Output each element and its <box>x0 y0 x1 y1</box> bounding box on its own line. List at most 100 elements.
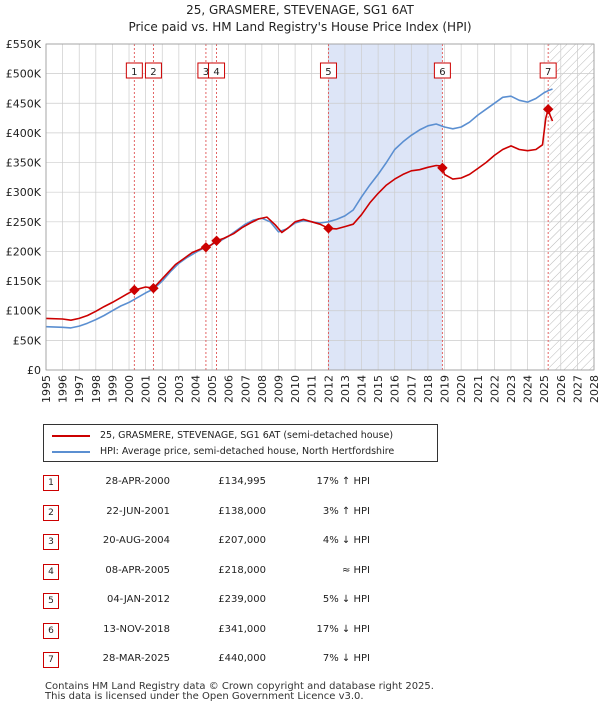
x-tick-label: 2024 <box>522 375 535 403</box>
x-tick-label: 2026 <box>555 375 568 403</box>
x-tick-label: 2007 <box>239 375 252 403</box>
sale-date: 13-NOV-2018 <box>103 623 170 635</box>
x-tick-label: 2017 <box>405 375 418 403</box>
sale-price: £138,000 <box>218 505 266 517</box>
sale-hpi-comparison: 5% ↓ HPI <box>322 594 370 605</box>
sale-date: 08-APR-2005 <box>105 564 170 576</box>
sale-date: 28-APR-2000 <box>105 476 170 487</box>
y-tick-label: £100K <box>6 305 42 318</box>
sale-hpi-comparison: 7% ↓ HPI <box>322 653 370 664</box>
title-line-2: Price paid vs. HM Land Registry's House … <box>128 20 472 34</box>
sale-row: 2 22-JUN-2001 £138,000 3% ↑ HPI <box>0 500 600 529</box>
x-tick-label: 2011 <box>306 375 319 403</box>
footer-line-2: This data is licensed under the Open Gov… <box>45 691 364 702</box>
x-tick-label: 2005 <box>206 375 219 403</box>
legend: 25, GRASMERE, STEVENAGE, SG1 6AT (semi-d… <box>43 424 438 462</box>
sale-label-number-2: 2 <box>150 67 156 78</box>
x-tick-label: 2025 <box>538 375 551 403</box>
sale-label-box-7 <box>539 62 557 79</box>
x-tick-label: 2013 <box>339 375 352 403</box>
sale-row: 6 13-NOV-2018 £341,000 17% ↓ HPI <box>0 618 600 647</box>
sale-label-box-6 <box>433 62 451 79</box>
x-tick-label: 2006 <box>223 375 236 403</box>
y-tick-label: £50K <box>13 334 42 347</box>
legend-swatch-property <box>52 434 90 437</box>
forecast-hatch <box>549 44 594 370</box>
sale-date: 28-MAR-2025 <box>102 653 170 664</box>
sale-label-number-3: 3 <box>203 67 209 78</box>
y-tick-label: £450K <box>6 97 42 110</box>
sale-hpi-comparison: 3% ↑ HPI <box>322 505 370 517</box>
x-tick-label: 2022 <box>488 375 501 403</box>
series-line-property <box>45 108 554 321</box>
sale-point-4 <box>211 235 222 246</box>
x-tick-label: 1996 <box>57 375 70 403</box>
x-tick-label: 2015 <box>372 375 385 403</box>
legend-label-property: 25, GRASMERE, STEVENAGE, SG1 6AT (semi-d… <box>100 430 394 441</box>
legend-swatch-hpi <box>52 450 90 453</box>
legend-item-hpi: HPI: Average price, semi-detached house,… <box>52 445 394 459</box>
x-tick-label: 2027 <box>571 375 584 403</box>
sale-price: £239,000 <box>218 594 266 605</box>
sale-label-box-4 <box>208 62 226 79</box>
x-tick-label: 1995 <box>40 375 53 403</box>
price-chart: £0 £50K £100K £150K £200K £250K £300K £350K £400… <box>6 38 600 403</box>
sale-number: 4 <box>43 563 59 580</box>
footer-line-1: Contains HM Land Registry data © Crown c… <box>45 681 434 692</box>
plot-border <box>45 43 595 371</box>
sale-row: 5 04-JAN-2012 £239,000 5% ↓ HPI <box>0 588 600 617</box>
x-tick-label: 2000 <box>123 375 136 403</box>
sale-label-number-1: 1 <box>131 67 137 78</box>
x-tick-label: 1999 <box>106 375 119 403</box>
x-tick-label: 2016 <box>389 375 402 403</box>
x-tick-label: 2012 <box>322 375 335 403</box>
x-tick-label: 2028 <box>588 375 600 403</box>
x-tick-label: 2003 <box>173 375 186 403</box>
sale-point-7 <box>542 103 554 115</box>
y-tick-label: £500K <box>6 68 42 81</box>
title-line-1: 25, GRASMERE, STEVENAGE, SG1 6AT <box>186 3 414 17</box>
x-tick-label: 2009 <box>272 375 285 403</box>
sale-hpi-comparison: 4% ↓ HPI <box>322 535 370 546</box>
sale-price: £134,995 <box>218 476 266 487</box>
sale-date: 22-JUN-2001 <box>106 505 170 517</box>
sale-label-box-2 <box>144 62 162 79</box>
y-tick-label: £300K <box>6 186 42 199</box>
y-tick-label: £0 <box>27 364 41 377</box>
y-tick-label: £200K <box>6 245 42 258</box>
x-tick-label: 2014 <box>356 375 369 403</box>
sale-hpi-comparison: 17% ↑ HPI <box>316 476 370 487</box>
sale-label-box-1 <box>125 62 143 79</box>
plot-area <box>46 44 594 370</box>
sale-row: 4 08-APR-2005 £218,000 ≈ HPI <box>0 559 600 588</box>
sale-date: 04-JAN-2012 <box>106 594 170 605</box>
sale-row: 3 20-AUG-2004 £207,000 4% ↓ HPI <box>0 529 600 558</box>
sale-label-number-6: 6 <box>439 67 445 78</box>
x-tick-label: 2008 <box>256 375 269 403</box>
y-tick-label: £150K <box>6 275 42 288</box>
sale-row: 1 28-APR-2000 £134,995 17% ↑ HPI <box>0 470 600 499</box>
sale-label-number-7: 7 <box>545 67 551 78</box>
y-tick-label: £400K <box>6 127 42 140</box>
x-tick-label: 2023 <box>505 375 518 403</box>
sale-date: 20-AUG-2004 <box>102 535 170 546</box>
x-tick-label: 2020 <box>455 375 468 403</box>
sale-label-number-4: 4 <box>213 67 219 78</box>
chart-title: 25, GRASMERE, STEVENAGE, SG1 6AT Price p… <box>0 2 600 36</box>
sale-number: 2 <box>43 504 59 521</box>
sale-point-2 <box>148 282 159 294</box>
y-tick-label: £250K <box>6 216 42 229</box>
legend-label-hpi: HPI: Average price, semi-detached house,… <box>100 446 395 457</box>
y-tick-label: £350K <box>6 157 42 170</box>
sale-price: £341,000 <box>218 623 266 635</box>
x-tick-label: 2018 <box>422 375 435 403</box>
x-tick-label: 2004 <box>189 375 202 403</box>
sale-number: 5 <box>43 593 59 609</box>
footer: Contains HM Land Registry data © Crown c… <box>45 682 434 702</box>
x-tick-label: 1998 <box>90 375 103 403</box>
sale-row: 7 28-MAR-2025 £440,000 7% ↓ HPI <box>0 647 600 676</box>
x-tick-label: 2019 <box>439 375 452 403</box>
x-tick-label: 2002 <box>156 375 169 403</box>
sale-hpi-comparison: ≈ HPI <box>341 564 370 576</box>
shaded-period <box>328 44 443 370</box>
